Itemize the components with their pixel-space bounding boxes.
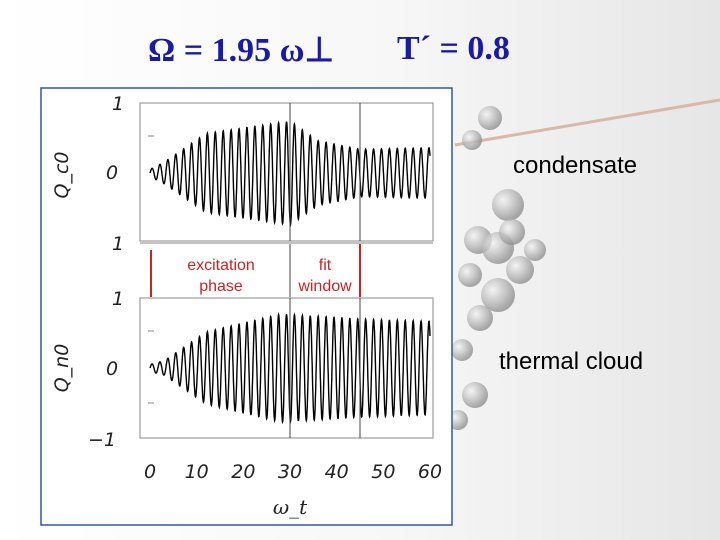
ylabel-condensate: Q_c0 xyxy=(51,152,73,199)
molecule-sphere xyxy=(492,189,524,221)
omega-title: Ω = 1.95 ω⊥ xyxy=(148,32,335,69)
ytick-bottom-neg1: −1 xyxy=(88,429,116,451)
condensate-label: condensate xyxy=(513,152,638,179)
thermal-cloud-label: thermal cloud xyxy=(499,348,644,375)
molecule-sphere xyxy=(499,219,525,245)
excitation-label: excitation xyxy=(187,257,255,274)
xtick-label-0: 0 xyxy=(144,461,156,483)
ytick-top-0: 0 xyxy=(106,162,118,184)
xtick-label-60: 60 xyxy=(418,461,442,483)
ytick-bottom-0: 0 xyxy=(106,358,118,380)
thermal-axes-frame xyxy=(139,297,434,439)
xtick-label-40: 40 xyxy=(325,461,349,483)
fit-label: fit xyxy=(319,257,332,274)
molecule-bond xyxy=(454,98,720,147)
xtick-label-50: 50 xyxy=(371,461,395,483)
molecule-sphere xyxy=(462,130,482,150)
thermal-panel: 0 −1 Q_n0 xyxy=(51,297,434,451)
ytick-strip-1b: 1 xyxy=(112,288,124,310)
molecule-sphere xyxy=(506,256,534,284)
x-axis-title: ω_t xyxy=(273,495,308,519)
xtick-label-20: 20 xyxy=(231,461,255,483)
xtick-label-10: 10 xyxy=(185,461,209,483)
condensate-panel: 1 0 Q_c0 xyxy=(51,93,434,242)
molecule-sphere xyxy=(462,382,488,408)
xtick-label-30: 30 xyxy=(278,461,302,483)
condensate-axes-frame xyxy=(139,102,434,242)
window-label: window xyxy=(297,278,352,295)
molecule-sphere xyxy=(524,239,546,261)
temperature-title: T´ = 0.8 xyxy=(397,30,510,67)
molecule-sphere xyxy=(481,278,515,312)
molecule-sphere xyxy=(458,263,482,287)
x-axis-ticks: 0 10 20 30 40 50 60 xyxy=(144,461,442,483)
ytick-strip-1a: 1 xyxy=(112,233,124,255)
ytick-top-1: 1 xyxy=(112,93,124,115)
molecule-sphere xyxy=(448,410,468,430)
molecule-sphere xyxy=(451,339,473,361)
ylabel-thermal: Q_n0 xyxy=(51,344,73,393)
phase-label: phase xyxy=(199,278,243,295)
molecule-sphere xyxy=(478,106,502,130)
molecule-sphere xyxy=(467,305,493,331)
